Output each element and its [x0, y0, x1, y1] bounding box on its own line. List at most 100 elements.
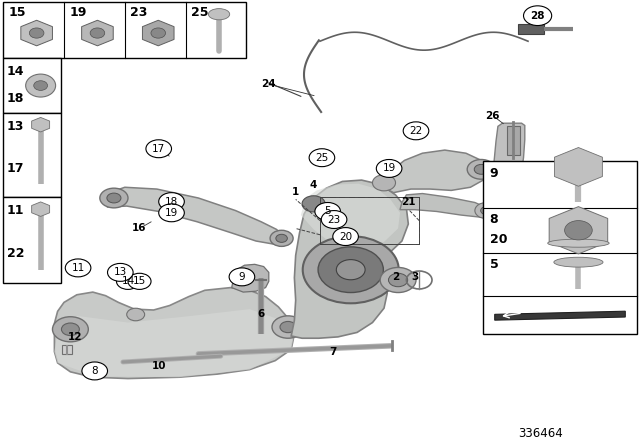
Text: 19: 19	[165, 208, 178, 218]
Polygon shape	[507, 126, 520, 155]
Circle shape	[29, 28, 44, 38]
FancyBboxPatch shape	[3, 113, 61, 197]
Text: 17: 17	[152, 144, 165, 154]
Text: 20: 20	[339, 232, 352, 241]
Polygon shape	[301, 184, 400, 249]
Polygon shape	[232, 264, 269, 292]
Circle shape	[65, 259, 91, 277]
Text: 15: 15	[8, 6, 26, 19]
Text: 19: 19	[69, 6, 86, 19]
Circle shape	[337, 259, 365, 280]
Circle shape	[403, 122, 429, 140]
Circle shape	[52, 317, 88, 342]
Text: 13: 13	[114, 267, 127, 277]
Text: 14: 14	[7, 65, 24, 78]
Text: 20: 20	[490, 233, 507, 246]
Polygon shape	[400, 194, 486, 217]
FancyBboxPatch shape	[518, 24, 544, 34]
Circle shape	[318, 247, 383, 293]
Circle shape	[82, 362, 108, 380]
Circle shape	[474, 164, 488, 174]
Text: 1: 1	[292, 187, 300, 197]
Text: 12: 12	[68, 332, 83, 342]
Circle shape	[467, 159, 495, 179]
Text: 13: 13	[7, 120, 24, 133]
Text: 8: 8	[92, 366, 98, 376]
Circle shape	[159, 204, 184, 222]
Circle shape	[229, 268, 255, 286]
Text: 9: 9	[490, 167, 498, 180]
Polygon shape	[62, 345, 72, 354]
Circle shape	[61, 323, 79, 336]
Circle shape	[146, 140, 172, 158]
Text: 19: 19	[383, 164, 396, 173]
Text: 2: 2	[392, 272, 399, 282]
Circle shape	[128, 273, 151, 289]
Text: 18: 18	[165, 197, 178, 207]
Text: 3: 3	[411, 272, 419, 282]
Circle shape	[309, 149, 335, 167]
FancyBboxPatch shape	[3, 2, 246, 58]
Text: 26: 26	[486, 111, 500, 121]
Circle shape	[108, 263, 133, 281]
Ellipse shape	[209, 9, 230, 20]
Text: 22: 22	[7, 247, 24, 260]
Text: 5: 5	[324, 207, 331, 216]
FancyBboxPatch shape	[3, 58, 61, 113]
Circle shape	[280, 322, 296, 332]
Text: 21: 21	[401, 198, 415, 207]
Text: 22: 22	[410, 126, 422, 136]
Text: 25: 25	[191, 6, 208, 19]
Polygon shape	[291, 180, 408, 338]
Ellipse shape	[554, 257, 603, 267]
Circle shape	[100, 188, 128, 208]
Polygon shape	[495, 311, 625, 320]
Text: 10: 10	[152, 362, 166, 371]
Text: 15: 15	[133, 276, 146, 286]
Text: 4: 4	[310, 180, 317, 190]
Circle shape	[116, 273, 140, 289]
Text: 11: 11	[7, 204, 24, 217]
Circle shape	[302, 196, 325, 212]
Circle shape	[380, 267, 416, 293]
Circle shape	[475, 202, 498, 219]
Circle shape	[321, 211, 347, 228]
Text: 7: 7	[329, 347, 337, 357]
Circle shape	[127, 308, 145, 321]
Text: 336464: 336464	[518, 427, 563, 440]
Polygon shape	[54, 309, 294, 377]
Text: 28: 28	[531, 11, 545, 21]
Text: 24: 24	[262, 79, 276, 89]
Circle shape	[388, 273, 408, 287]
Circle shape	[524, 6, 552, 26]
Circle shape	[90, 28, 105, 38]
Text: 5: 5	[490, 258, 499, 271]
Circle shape	[372, 175, 396, 191]
Text: 9: 9	[239, 272, 245, 282]
Circle shape	[276, 234, 287, 242]
Ellipse shape	[26, 74, 56, 97]
Text: 23: 23	[130, 6, 147, 19]
Text: 25: 25	[316, 153, 328, 163]
FancyBboxPatch shape	[3, 197, 61, 283]
Circle shape	[376, 159, 402, 177]
Text: 23: 23	[328, 215, 340, 224]
Circle shape	[333, 228, 358, 246]
Circle shape	[159, 193, 184, 211]
Text: 6: 6	[257, 310, 265, 319]
Circle shape	[34, 81, 47, 90]
Polygon shape	[54, 288, 294, 379]
Ellipse shape	[548, 239, 609, 247]
FancyBboxPatch shape	[483, 161, 637, 334]
Circle shape	[303, 236, 399, 303]
Circle shape	[272, 316, 304, 338]
Circle shape	[107, 193, 121, 203]
Circle shape	[151, 28, 166, 38]
Polygon shape	[106, 187, 283, 244]
Circle shape	[315, 202, 340, 220]
Circle shape	[270, 230, 293, 246]
Text: 16: 16	[132, 224, 147, 233]
Polygon shape	[378, 150, 488, 193]
Circle shape	[481, 207, 492, 215]
Circle shape	[564, 220, 592, 240]
